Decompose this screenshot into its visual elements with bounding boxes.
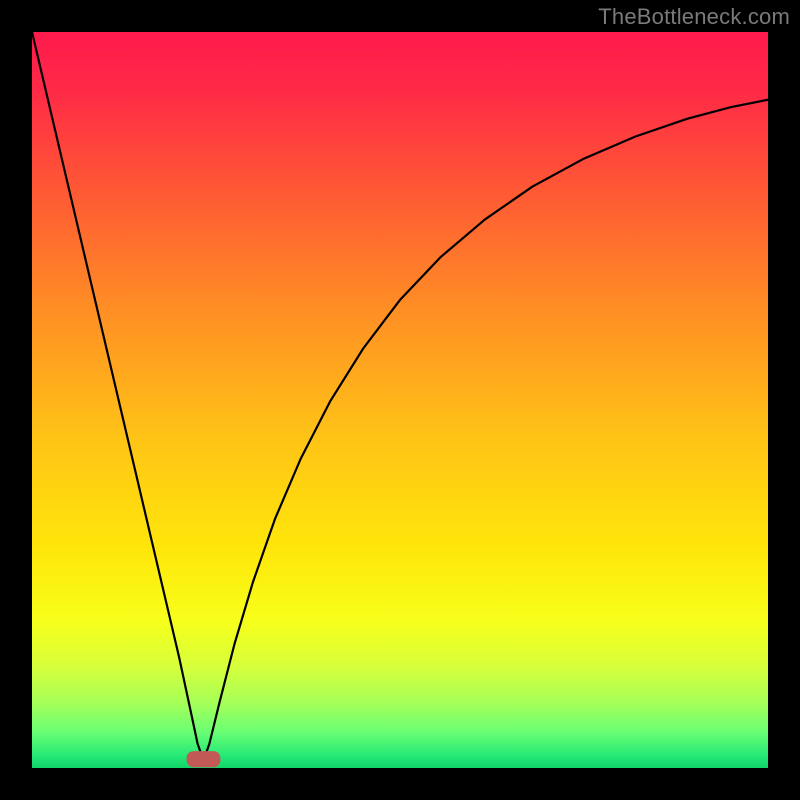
vertex-marker	[187, 751, 221, 767]
chart-frame: TheBottleneck.com	[0, 0, 800, 800]
bottleneck-curve-chart	[32, 32, 768, 768]
watermark-text: TheBottleneck.com	[598, 4, 790, 30]
plot-area	[32, 32, 768, 768]
gradient-background	[32, 32, 768, 768]
